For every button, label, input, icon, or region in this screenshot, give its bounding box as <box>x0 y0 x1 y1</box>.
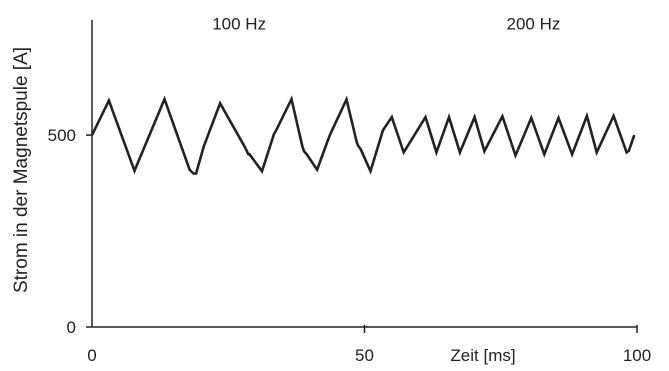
x-tick-label: 100 <box>623 346 651 365</box>
x-tick-label: 50 <box>355 346 374 365</box>
y-tick-label: 500 <box>48 126 76 145</box>
y-tick-label: 0 <box>67 318 76 337</box>
series-line <box>90 95 636 175</box>
y-axis-label: Strom in der Magnetspule [A] <box>11 47 32 293</box>
x-tick-label: 0 <box>87 346 96 365</box>
axes <box>91 20 637 328</box>
annotation-label: 200 Hz <box>507 15 561 34</box>
series-group <box>90 95 636 175</box>
annotation-label: 100 Hz <box>212 15 266 34</box>
annotations-group: 100 Hz 200 Hz <box>212 15 560 34</box>
x-axis-label: Zeit [ms] <box>450 346 515 365</box>
ticks: 0 50 100 0 500 <box>48 126 652 365</box>
